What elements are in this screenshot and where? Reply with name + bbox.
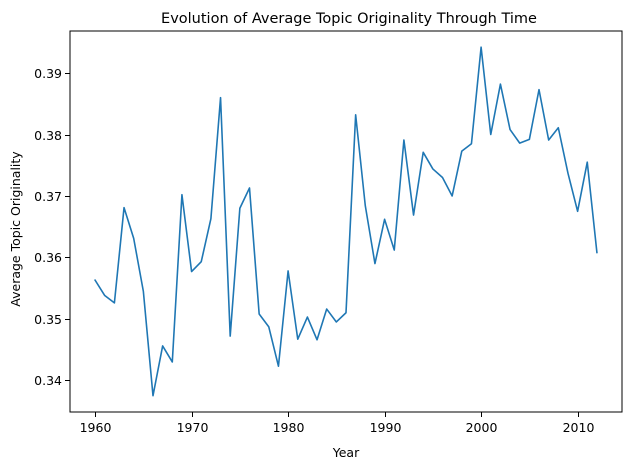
x-tick-label: 2010 [563,420,595,435]
y-tick-label: 0.34 [34,373,62,388]
x-tick-label: 1970 [177,420,209,435]
x-axis-label: Year [332,445,360,460]
chart-title: Evolution of Average Topic Originality T… [161,11,537,27]
x-tick-label: 1960 [80,420,112,435]
y-tick-label: 0.39 [34,66,62,81]
x-tick-label: 2000 [466,420,498,435]
y-axis-label: Average Topic Originality [8,151,23,307]
x-tick-label: 1980 [273,420,305,435]
x-tick-label: 1990 [370,420,402,435]
y-axis-ticks: 0.34 0.35 0.36 0.37 0.38 0.39 [34,66,70,388]
series-line [93,46,598,397]
y-tick-label: 0.35 [34,312,62,327]
plot-lines [93,46,598,397]
plot-frame [69,30,623,413]
y-tick-label: 0.36 [34,250,62,265]
y-tick-label: 0.37 [34,189,62,204]
x-axis-ticks: 1960 1970 1980 1990 2000 2010 [80,412,595,435]
y-tick-label: 0.38 [34,128,62,143]
